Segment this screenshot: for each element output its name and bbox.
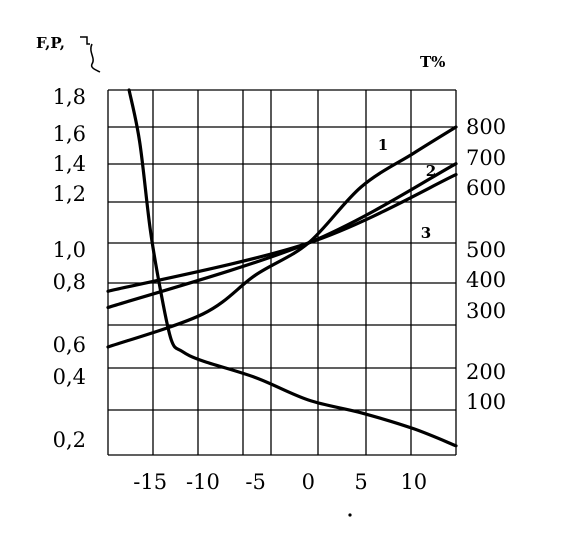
x-tick-label: -10: [186, 470, 220, 494]
left-tick-label: 1,6: [53, 122, 86, 146]
x-tick-label: -15: [133, 470, 167, 494]
left-tick-label: 0,8: [53, 270, 86, 294]
plot-grid: [107, 89, 457, 456]
right-tick-label: 800: [466, 115, 506, 139]
left-axis-title: F,P,: [36, 34, 65, 52]
right-axis-title: T%: [420, 53, 445, 71]
right-tick-label: 300: [466, 299, 506, 323]
left-tick-label: 1,4: [53, 152, 86, 176]
right-tick-label: 100: [466, 390, 506, 414]
right-tick-label: 700: [466, 146, 506, 170]
series-line-decay: [127, 88, 458, 448]
left-tick-label: 1,8: [53, 85, 86, 109]
right-tick-label: 600: [466, 176, 506, 200]
x-tick-label: 0: [302, 470, 315, 494]
series-label-1: 1: [378, 136, 388, 154]
right-tick-label: 400: [466, 268, 506, 292]
left-tick-label: 1,2: [53, 182, 86, 206]
x-axis-ticks: -15 -10 -5 0 5 10: [133, 470, 427, 494]
right-tick-label: 500: [466, 238, 506, 262]
stray-dot: [348, 513, 352, 517]
right-tick-label: 200: [466, 360, 506, 384]
left-axis-ticks: 1,8 1,6 1,4 1,2 1,0 0,8 0,6 0,4 0,2: [53, 85, 86, 452]
x-tick-label: 10: [400, 470, 427, 494]
x-tick-label: -5: [245, 470, 265, 494]
series-label-2: 2: [426, 162, 436, 180]
x-tick-label: 5: [354, 470, 367, 494]
axis-symbol-icon: [80, 36, 101, 73]
left-tick-label: 0,2: [53, 428, 86, 452]
series-layer: 1 2 3: [106, 88, 458, 448]
series-line-3: [106, 173, 458, 293]
right-axis-ticks: 800 700 600 500 400 300 200 100: [466, 115, 506, 414]
left-tick-label: 0,6: [53, 333, 86, 357]
series-label-3: 3: [421, 224, 431, 242]
left-tick-label: 1,0: [53, 238, 86, 262]
series-line-1: [106, 125, 458, 349]
left-tick-label: 0,4: [53, 365, 86, 389]
